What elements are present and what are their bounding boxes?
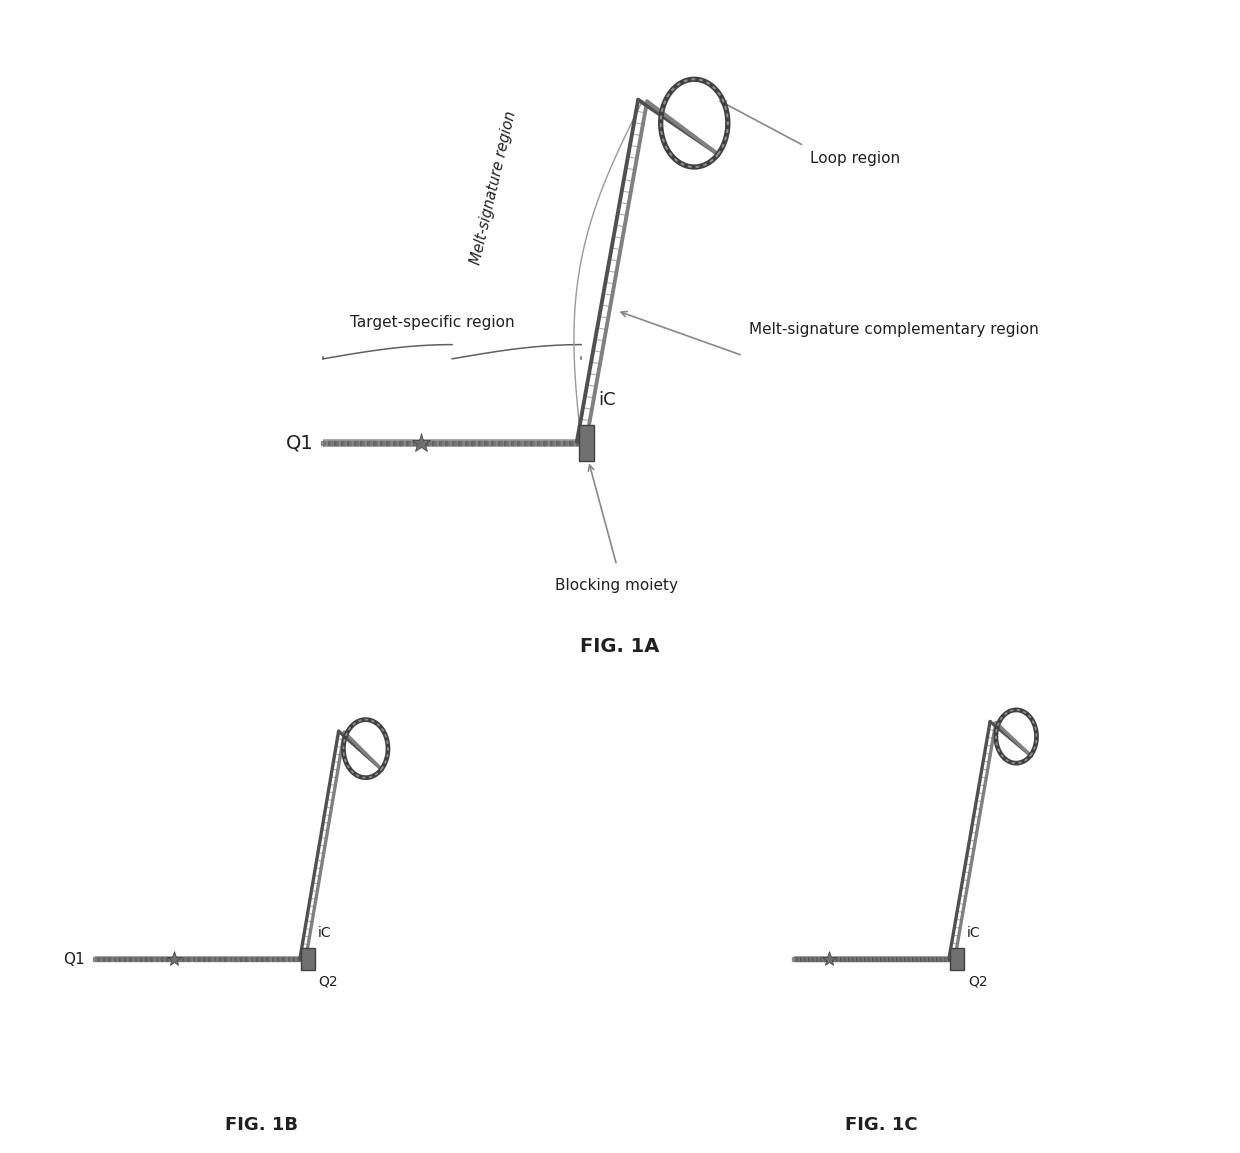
Text: Q2: Q2 bbox=[319, 974, 339, 988]
Bar bbox=[301, 949, 315, 970]
Text: Q1: Q1 bbox=[285, 434, 314, 452]
Text: Loop region: Loop region bbox=[811, 151, 900, 166]
Bar bbox=[950, 949, 963, 970]
Text: FIG. 1B: FIG. 1B bbox=[226, 1116, 298, 1133]
Text: Q1: Q1 bbox=[63, 951, 84, 967]
Text: Blocking moiety: Blocking moiety bbox=[556, 579, 678, 594]
Text: Melt-signature complementary region: Melt-signature complementary region bbox=[749, 322, 1039, 338]
Text: Q2: Q2 bbox=[967, 974, 987, 988]
Text: Target-specific region: Target-specific region bbox=[351, 315, 515, 330]
Text: iC: iC bbox=[317, 926, 331, 940]
Bar bbox=[579, 425, 594, 460]
Text: FIG. 1A: FIG. 1A bbox=[580, 636, 660, 656]
Text: iC: iC bbox=[599, 391, 616, 409]
Text: iC: iC bbox=[967, 926, 981, 940]
Text: Melt-signature region: Melt-signature region bbox=[469, 110, 520, 266]
Text: FIG. 1C: FIG. 1C bbox=[846, 1116, 918, 1133]
